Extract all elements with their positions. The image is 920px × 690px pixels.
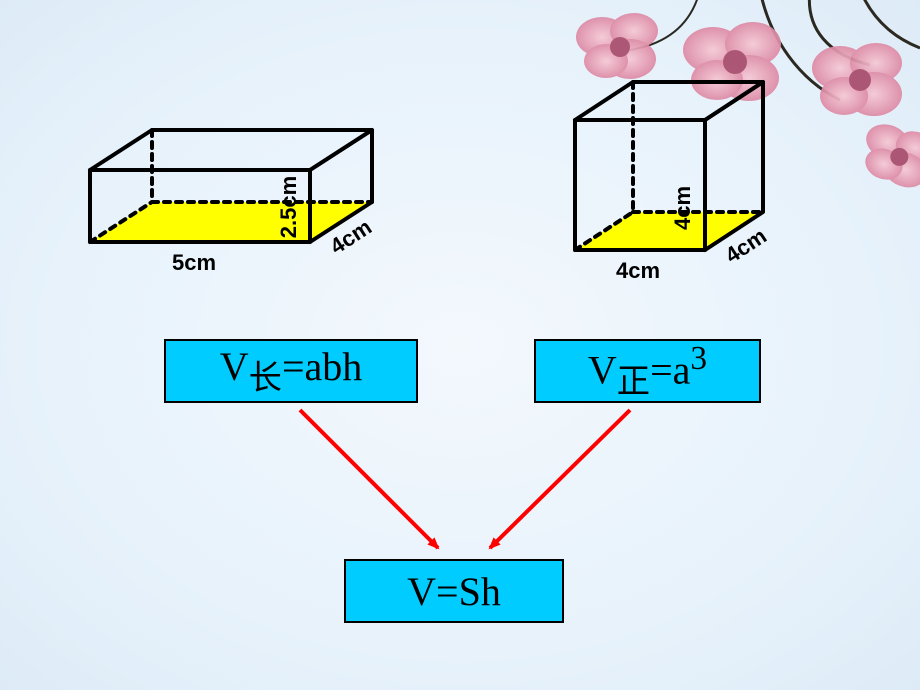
cube-shape [575, 82, 763, 250]
cube-height-label: 4cm [670, 186, 696, 230]
formula-combined-text: V=Sh [407, 568, 501, 615]
cuboid-shape [90, 130, 372, 242]
arrow-left [300, 410, 438, 548]
arrow-right [490, 410, 630, 548]
cube-width-label: 4cm [616, 258, 660, 284]
formula-cuboid: V长=abh [165, 340, 417, 402]
formula-cube: V正=a3 [535, 340, 760, 402]
cuboid-width-label: 5cm [172, 250, 216, 276]
formula-cube-text: V正=a3 [588, 340, 707, 402]
cuboid-height-label: 2.5cm [276, 176, 302, 238]
formula-combined: V=Sh [345, 560, 563, 622]
formula-cuboid-text: V长=abh [220, 343, 363, 399]
